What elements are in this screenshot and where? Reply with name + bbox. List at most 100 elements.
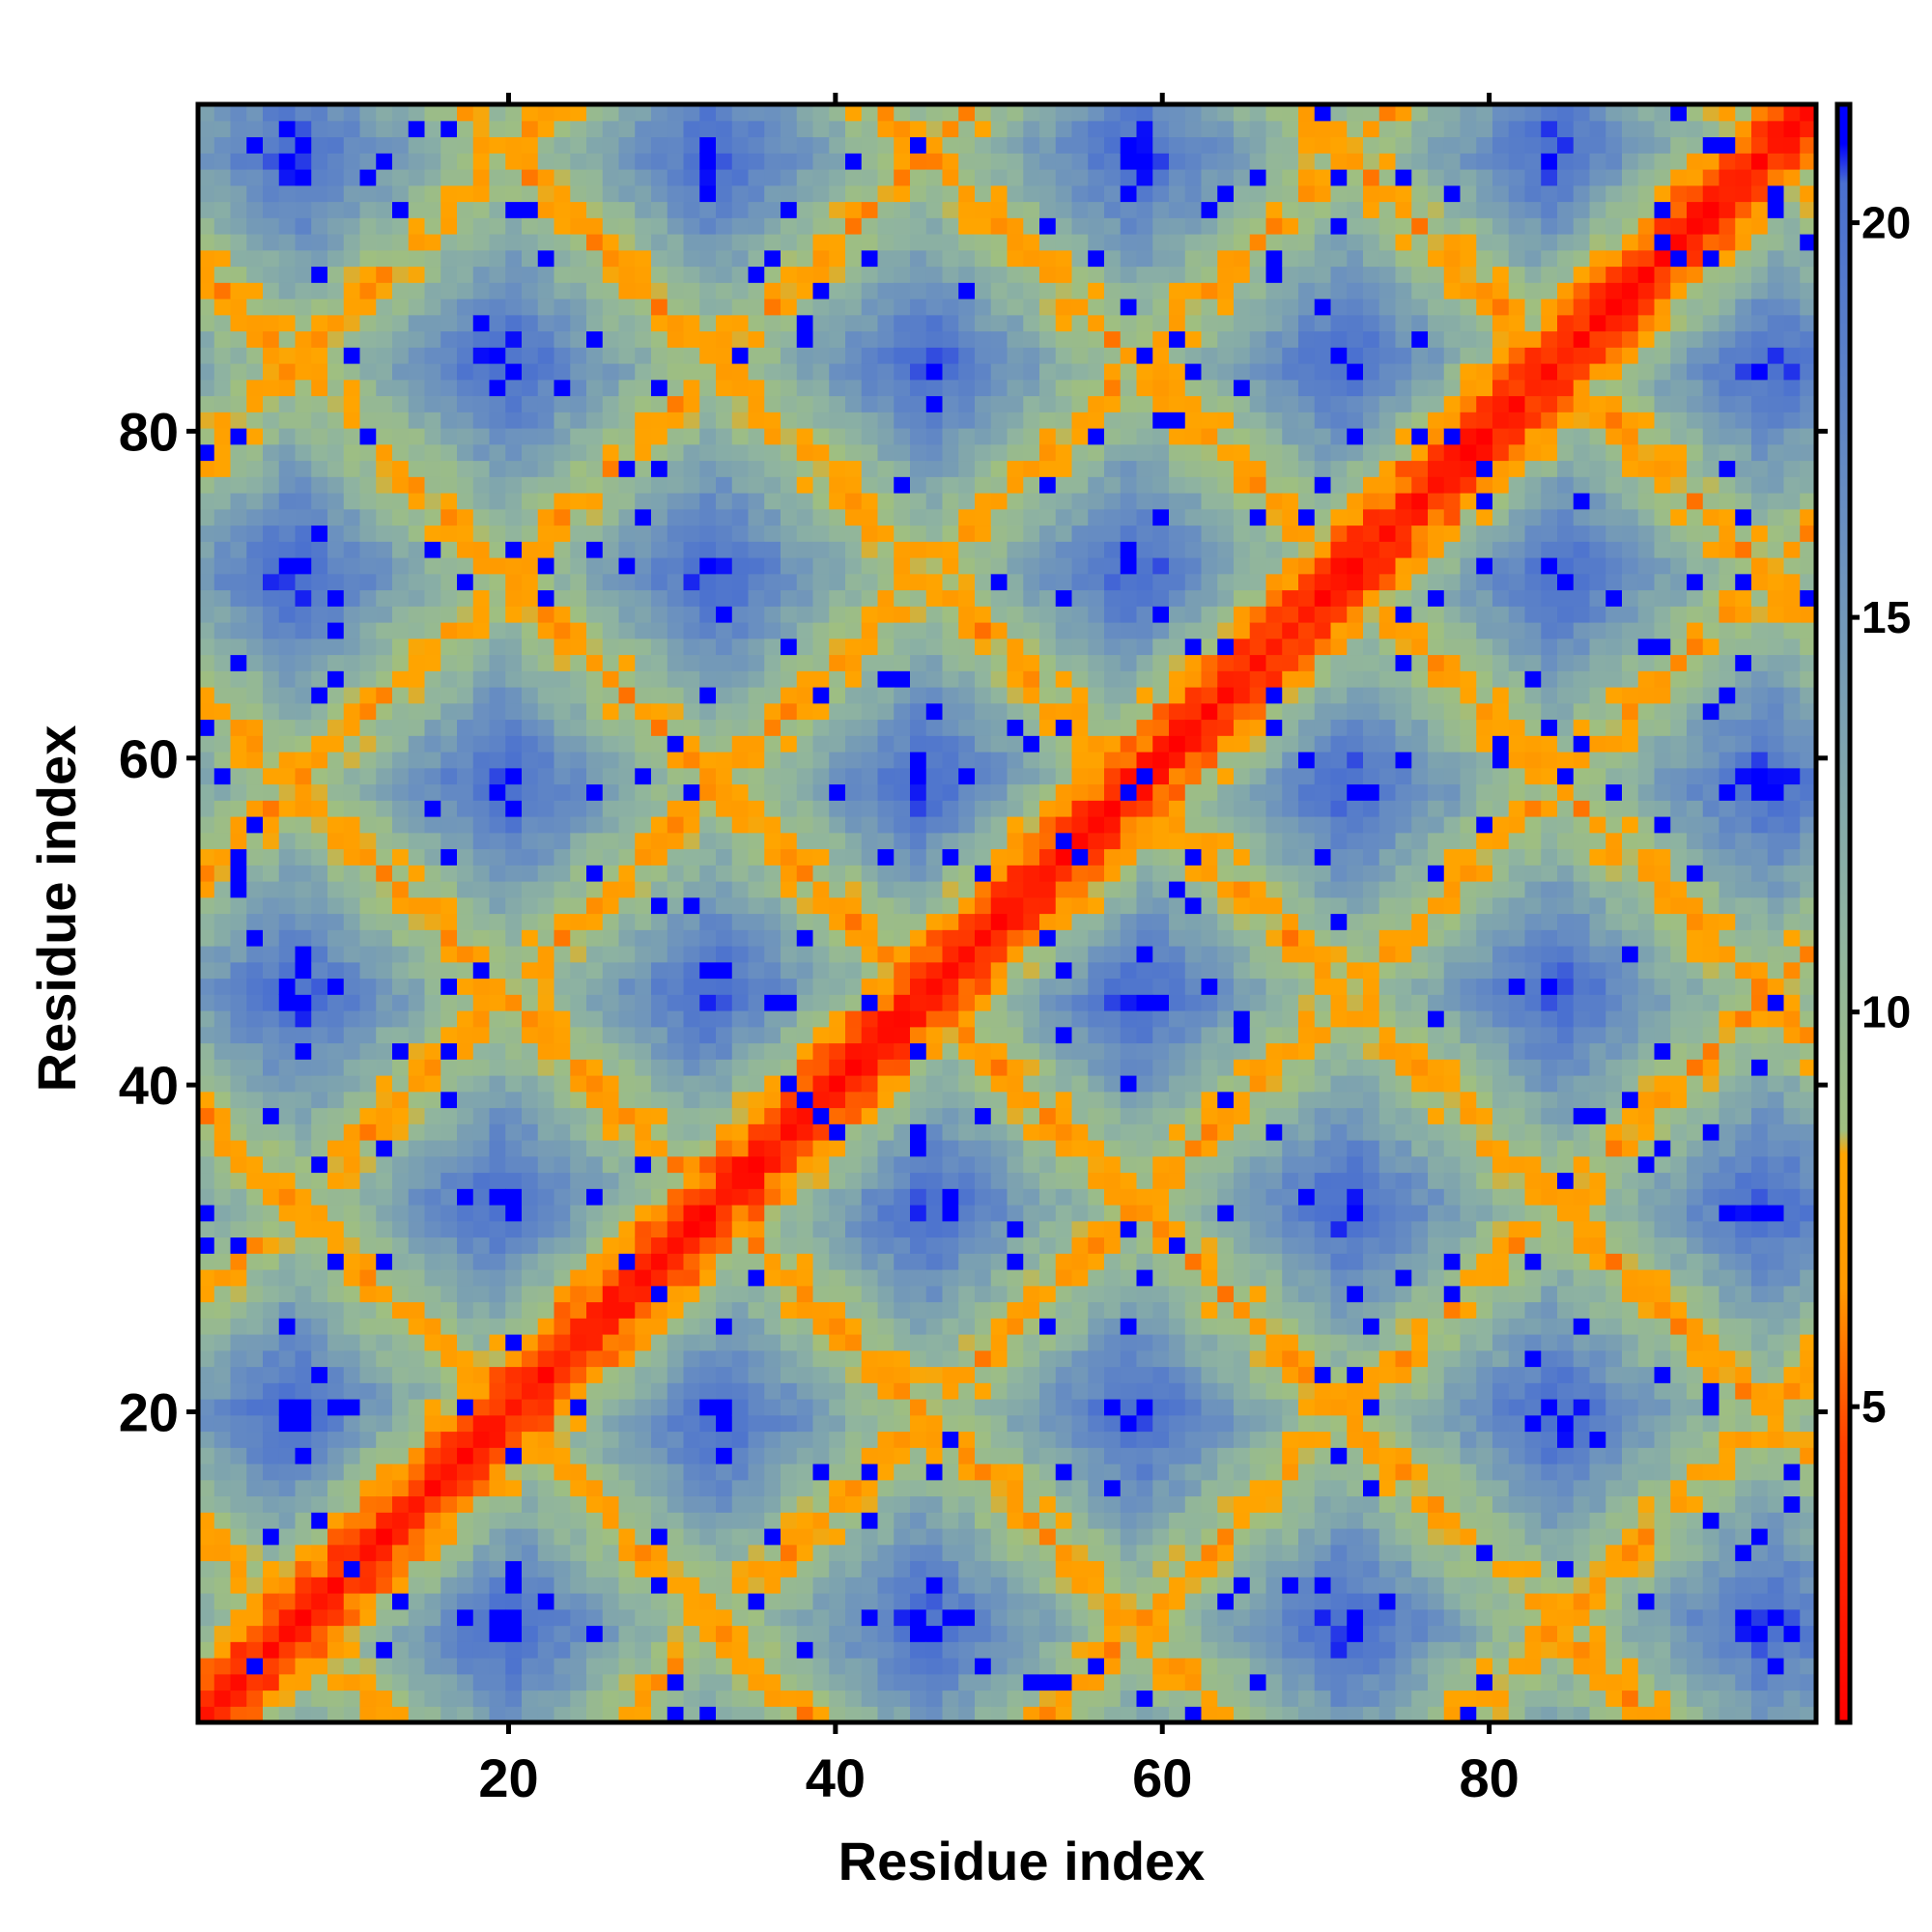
heatmap-cell (764, 1608, 781, 1627)
heatmap-cell (457, 848, 474, 866)
heatmap-cell (990, 266, 1009, 283)
heatmap-cell (537, 120, 555, 138)
heatmap-cell (942, 1042, 959, 1060)
heatmap-cell (472, 1172, 491, 1189)
heatmap-cell (958, 816, 976, 834)
heatmap-cell (635, 1123, 652, 1141)
heatmap-cell (683, 1285, 700, 1303)
heatmap-cell (505, 1479, 523, 1497)
heatmap-cell (731, 978, 750, 995)
heatmap-cell (731, 1220, 750, 1238)
heatmap-cell (894, 153, 911, 170)
heatmap-cell (667, 832, 685, 850)
heatmap-cell (505, 946, 523, 963)
heatmap-cell (522, 1269, 539, 1287)
heatmap-cell (651, 1075, 668, 1093)
heatmap-cell (522, 298, 539, 316)
heatmap-cell (392, 1544, 410, 1562)
heatmap-cell (408, 1075, 426, 1093)
heatmap-cell (537, 994, 555, 1011)
heatmap-cell (731, 1673, 750, 1691)
heatmap-cell (958, 1560, 976, 1577)
heatmap-cell (618, 266, 636, 283)
heatmap-cell (230, 606, 247, 623)
heatmap-cell (359, 929, 377, 947)
heatmap-cell (554, 670, 571, 688)
heatmap-cell (942, 654, 959, 671)
heatmap-cell (213, 347, 232, 364)
heatmap-cell (295, 670, 312, 688)
heatmap-cell (667, 800, 685, 817)
heatmap-cell (618, 589, 636, 607)
heatmap-cell (894, 169, 911, 186)
heatmap-cell (522, 1658, 539, 1675)
heatmap-cell (440, 1577, 458, 1594)
heatmap-cell (505, 412, 523, 429)
heatmap-cell (457, 767, 474, 785)
heatmap-cell (990, 994, 1009, 1011)
heatmap-cell (618, 1382, 636, 1400)
heatmap-cell (635, 1431, 652, 1448)
heatmap-cell (570, 913, 587, 930)
heatmap-cell (635, 1593, 652, 1610)
heatmap-cell (975, 314, 992, 332)
heatmap-cell (764, 589, 781, 607)
heatmap-cell (570, 800, 587, 817)
heatmap-cell (635, 493, 652, 510)
heatmap-cell (230, 1269, 247, 1287)
heatmap-cell (812, 234, 830, 251)
heatmap-cell (699, 460, 717, 477)
heatmap-cell (764, 913, 781, 930)
heatmap-cell (781, 460, 798, 477)
heatmap-cell (586, 1641, 604, 1659)
heatmap-cell (925, 1593, 944, 1610)
heatmap-cell (295, 1091, 312, 1109)
heatmap-cell (796, 687, 814, 704)
heatmap-cell (796, 1155, 814, 1174)
heatmap-cell (861, 169, 879, 186)
heatmap-cell (376, 881, 393, 898)
heatmap-cell (796, 1140, 814, 1157)
heatmap-cell (440, 363, 458, 381)
heatmap-cell (910, 1414, 927, 1433)
heatmap-cell (990, 1318, 1009, 1335)
heatmap-cell (651, 1220, 668, 1238)
heatmap-cell (910, 1658, 927, 1675)
heatmap-cell (812, 1414, 830, 1433)
heatmap-cell (764, 1010, 781, 1028)
heatmap-cell (812, 687, 830, 704)
heatmap-cell (602, 800, 620, 817)
heatmap-cell (537, 1608, 555, 1627)
heatmap-cell (327, 508, 345, 526)
heatmap-cell (829, 1625, 846, 1642)
heatmap-cell (359, 1075, 377, 1093)
heatmap-cell (748, 363, 765, 381)
heatmap-cell (812, 395, 830, 412)
heatmap-cell (958, 1075, 976, 1093)
heatmap-cell (505, 1625, 523, 1642)
heatmap-cell (230, 1042, 247, 1060)
heatmap-cell (845, 1172, 863, 1189)
heatmap-cell (295, 1431, 312, 1448)
heatmap-cell (845, 687, 863, 704)
heatmap-cell (392, 1334, 410, 1351)
heatmap-cell (570, 1431, 587, 1448)
heatmap-cell (667, 460, 685, 477)
heatmap-cell (263, 1641, 280, 1659)
heatmap-cell (424, 832, 441, 850)
heatmap-cell (213, 1026, 232, 1044)
heatmap-cell (942, 1560, 959, 1577)
heatmap-cell (457, 816, 474, 834)
heatmap-cell (537, 800, 555, 817)
heatmap-cell (942, 1690, 959, 1707)
heatmap-cell (699, 395, 717, 412)
heatmap-cell (683, 896, 700, 915)
heatmap-cell (990, 1414, 1009, 1433)
heatmap-cell (764, 266, 781, 283)
heatmap-cell (278, 234, 297, 251)
heatmap-cell (635, 1608, 652, 1627)
heatmap-cell (278, 557, 297, 575)
heatmap-cell (424, 752, 441, 769)
heatmap-cell (424, 1495, 441, 1513)
heatmap-cell (942, 1010, 959, 1028)
